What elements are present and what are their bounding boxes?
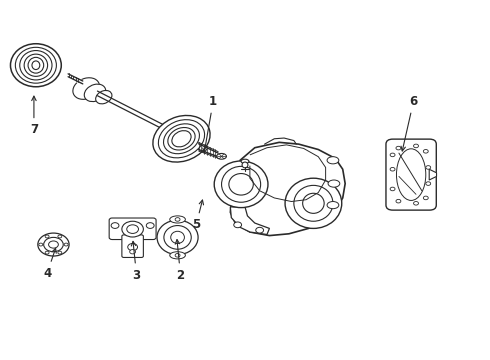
Circle shape xyxy=(128,243,138,251)
Ellipse shape xyxy=(396,149,426,201)
Ellipse shape xyxy=(294,185,333,221)
Ellipse shape xyxy=(170,252,185,259)
Circle shape xyxy=(396,199,401,203)
Circle shape xyxy=(414,202,418,205)
Circle shape xyxy=(39,243,43,246)
Circle shape xyxy=(58,235,62,238)
Circle shape xyxy=(426,182,431,185)
Circle shape xyxy=(38,233,69,256)
Circle shape xyxy=(423,149,428,153)
Circle shape xyxy=(122,221,144,237)
Ellipse shape xyxy=(157,220,198,255)
Text: 3: 3 xyxy=(131,241,141,282)
Circle shape xyxy=(130,249,136,254)
Circle shape xyxy=(111,223,119,228)
Circle shape xyxy=(426,166,431,169)
Circle shape xyxy=(175,253,180,257)
Text: 4: 4 xyxy=(43,248,56,280)
Ellipse shape xyxy=(170,216,185,223)
Circle shape xyxy=(423,196,428,200)
Ellipse shape xyxy=(285,178,342,228)
Ellipse shape xyxy=(84,84,106,102)
Text: 6: 6 xyxy=(401,95,417,151)
Text: 1: 1 xyxy=(203,95,217,153)
Ellipse shape xyxy=(217,153,226,159)
Circle shape xyxy=(58,251,62,254)
Ellipse shape xyxy=(229,174,253,195)
Polygon shape xyxy=(429,169,437,180)
Ellipse shape xyxy=(214,161,268,208)
Ellipse shape xyxy=(153,116,210,162)
Text: 5: 5 xyxy=(192,200,203,231)
Ellipse shape xyxy=(73,78,99,99)
Polygon shape xyxy=(230,142,345,235)
Ellipse shape xyxy=(171,231,184,243)
Ellipse shape xyxy=(242,162,248,168)
Ellipse shape xyxy=(10,44,61,87)
Ellipse shape xyxy=(303,193,324,213)
FancyBboxPatch shape xyxy=(109,218,156,239)
Circle shape xyxy=(49,241,58,248)
Circle shape xyxy=(64,243,68,246)
Ellipse shape xyxy=(96,90,112,104)
Ellipse shape xyxy=(221,166,261,202)
Circle shape xyxy=(45,251,49,254)
Circle shape xyxy=(45,235,49,238)
Circle shape xyxy=(390,153,395,157)
Ellipse shape xyxy=(328,180,340,187)
Text: 7: 7 xyxy=(30,96,38,136)
Circle shape xyxy=(147,223,154,228)
Ellipse shape xyxy=(241,159,249,163)
Circle shape xyxy=(234,222,242,228)
Ellipse shape xyxy=(327,157,339,164)
Polygon shape xyxy=(230,207,270,234)
Ellipse shape xyxy=(327,202,339,209)
Circle shape xyxy=(175,218,180,221)
Circle shape xyxy=(390,187,395,191)
Circle shape xyxy=(390,167,395,171)
Circle shape xyxy=(127,225,139,233)
FancyBboxPatch shape xyxy=(122,235,144,257)
Circle shape xyxy=(256,227,264,233)
Ellipse shape xyxy=(164,226,191,249)
FancyBboxPatch shape xyxy=(386,139,436,210)
Circle shape xyxy=(44,237,63,252)
Text: 2: 2 xyxy=(175,240,185,282)
Circle shape xyxy=(414,144,418,148)
Circle shape xyxy=(396,146,401,150)
